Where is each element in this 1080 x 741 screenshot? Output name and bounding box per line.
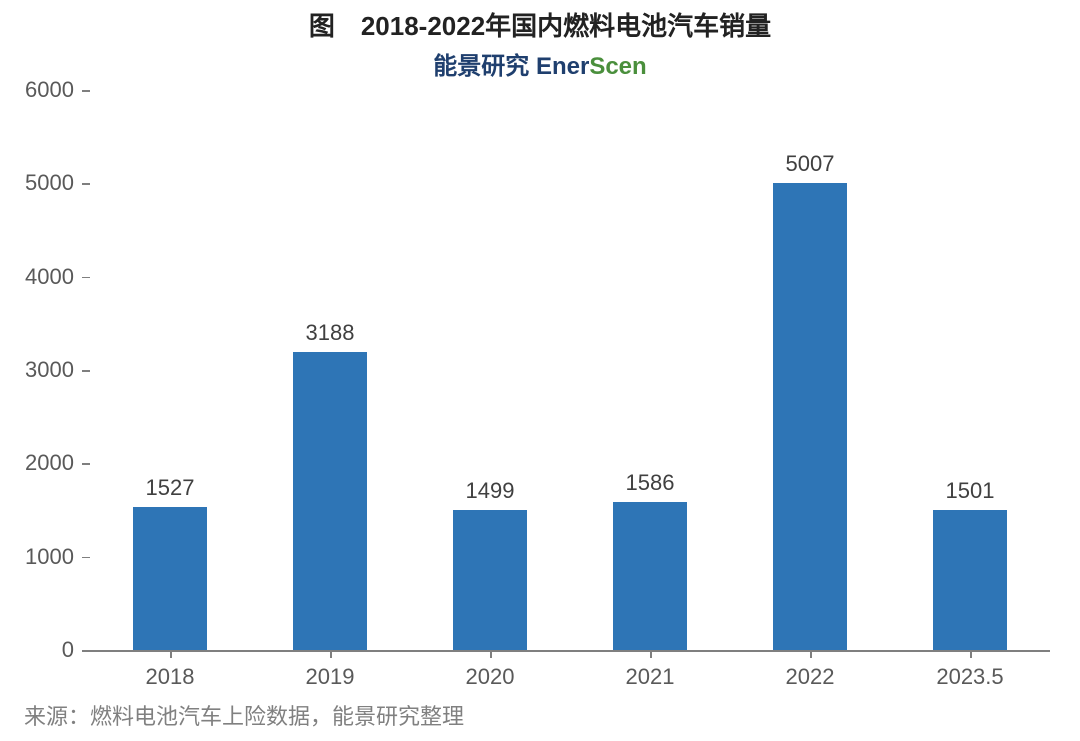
bar: [933, 510, 1007, 650]
bar: [133, 507, 207, 650]
x-tick: [810, 650, 812, 658]
y-tick: [82, 90, 90, 92]
y-tick-label: 6000: [10, 77, 74, 103]
x-tick-label: 2021: [626, 664, 675, 690]
chart-title: 图 2018-2022年国内燃料电池汽车销量: [0, 6, 1080, 43]
bar-value-label: 1527: [146, 475, 195, 501]
y-tick-label: 0: [10, 637, 74, 663]
y-tick: [82, 650, 90, 652]
y-tick-label: 5000: [10, 170, 74, 196]
y-tick: [82, 557, 90, 559]
bar-value-label: 1499: [466, 478, 515, 504]
subtitle-brand-en1: Ener: [536, 53, 589, 80]
x-tick-label: 2022: [786, 664, 835, 690]
y-tick: [82, 370, 90, 372]
chart-subtitle: 能景研究 EnerScen: [0, 46, 1080, 81]
y-tick: [82, 463, 90, 465]
bar: [773, 183, 847, 650]
x-axis: [90, 650, 1050, 652]
subtitle-brand-cn: 能景研究: [433, 53, 536, 80]
x-tick-label: 2019: [306, 664, 355, 690]
bar-value-label: 1586: [626, 470, 675, 496]
x-tick: [490, 650, 492, 658]
y-tick-label: 3000: [10, 357, 74, 383]
chart-container: 图 2018-2022年国内燃料电池汽车销量 能景研究 EnerScen 010…: [0, 0, 1080, 741]
y-tick: [82, 277, 90, 279]
bar-value-label: 5007: [786, 151, 835, 177]
subtitle-brand-en2: Scen: [589, 53, 646, 80]
y-tick-label: 2000: [10, 450, 74, 476]
bar-value-label: 3188: [306, 320, 355, 346]
bar-value-label: 1501: [946, 478, 995, 504]
x-tick: [170, 650, 172, 658]
x-tick-label: 2023.5: [936, 664, 1003, 690]
plot-area: 0100020003000400050006000152720183188201…: [90, 90, 1050, 650]
chart-source: 来源：燃料电池汽车上险数据，能景研究整理: [24, 699, 464, 731]
bar: [613, 502, 687, 650]
x-tick-label: 2018: [146, 664, 195, 690]
y-tick-label: 4000: [10, 264, 74, 290]
bar: [453, 510, 527, 650]
x-tick: [650, 650, 652, 658]
x-tick: [970, 650, 972, 658]
y-tick-label: 1000: [10, 544, 74, 570]
x-tick: [330, 650, 332, 658]
bar: [293, 352, 367, 650]
y-tick: [82, 183, 90, 185]
x-tick-label: 2020: [466, 664, 515, 690]
